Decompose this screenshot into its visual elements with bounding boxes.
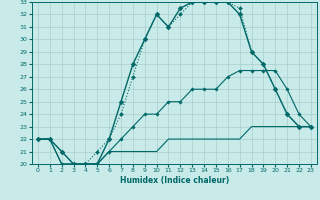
X-axis label: Humidex (Indice chaleur): Humidex (Indice chaleur): [120, 176, 229, 185]
